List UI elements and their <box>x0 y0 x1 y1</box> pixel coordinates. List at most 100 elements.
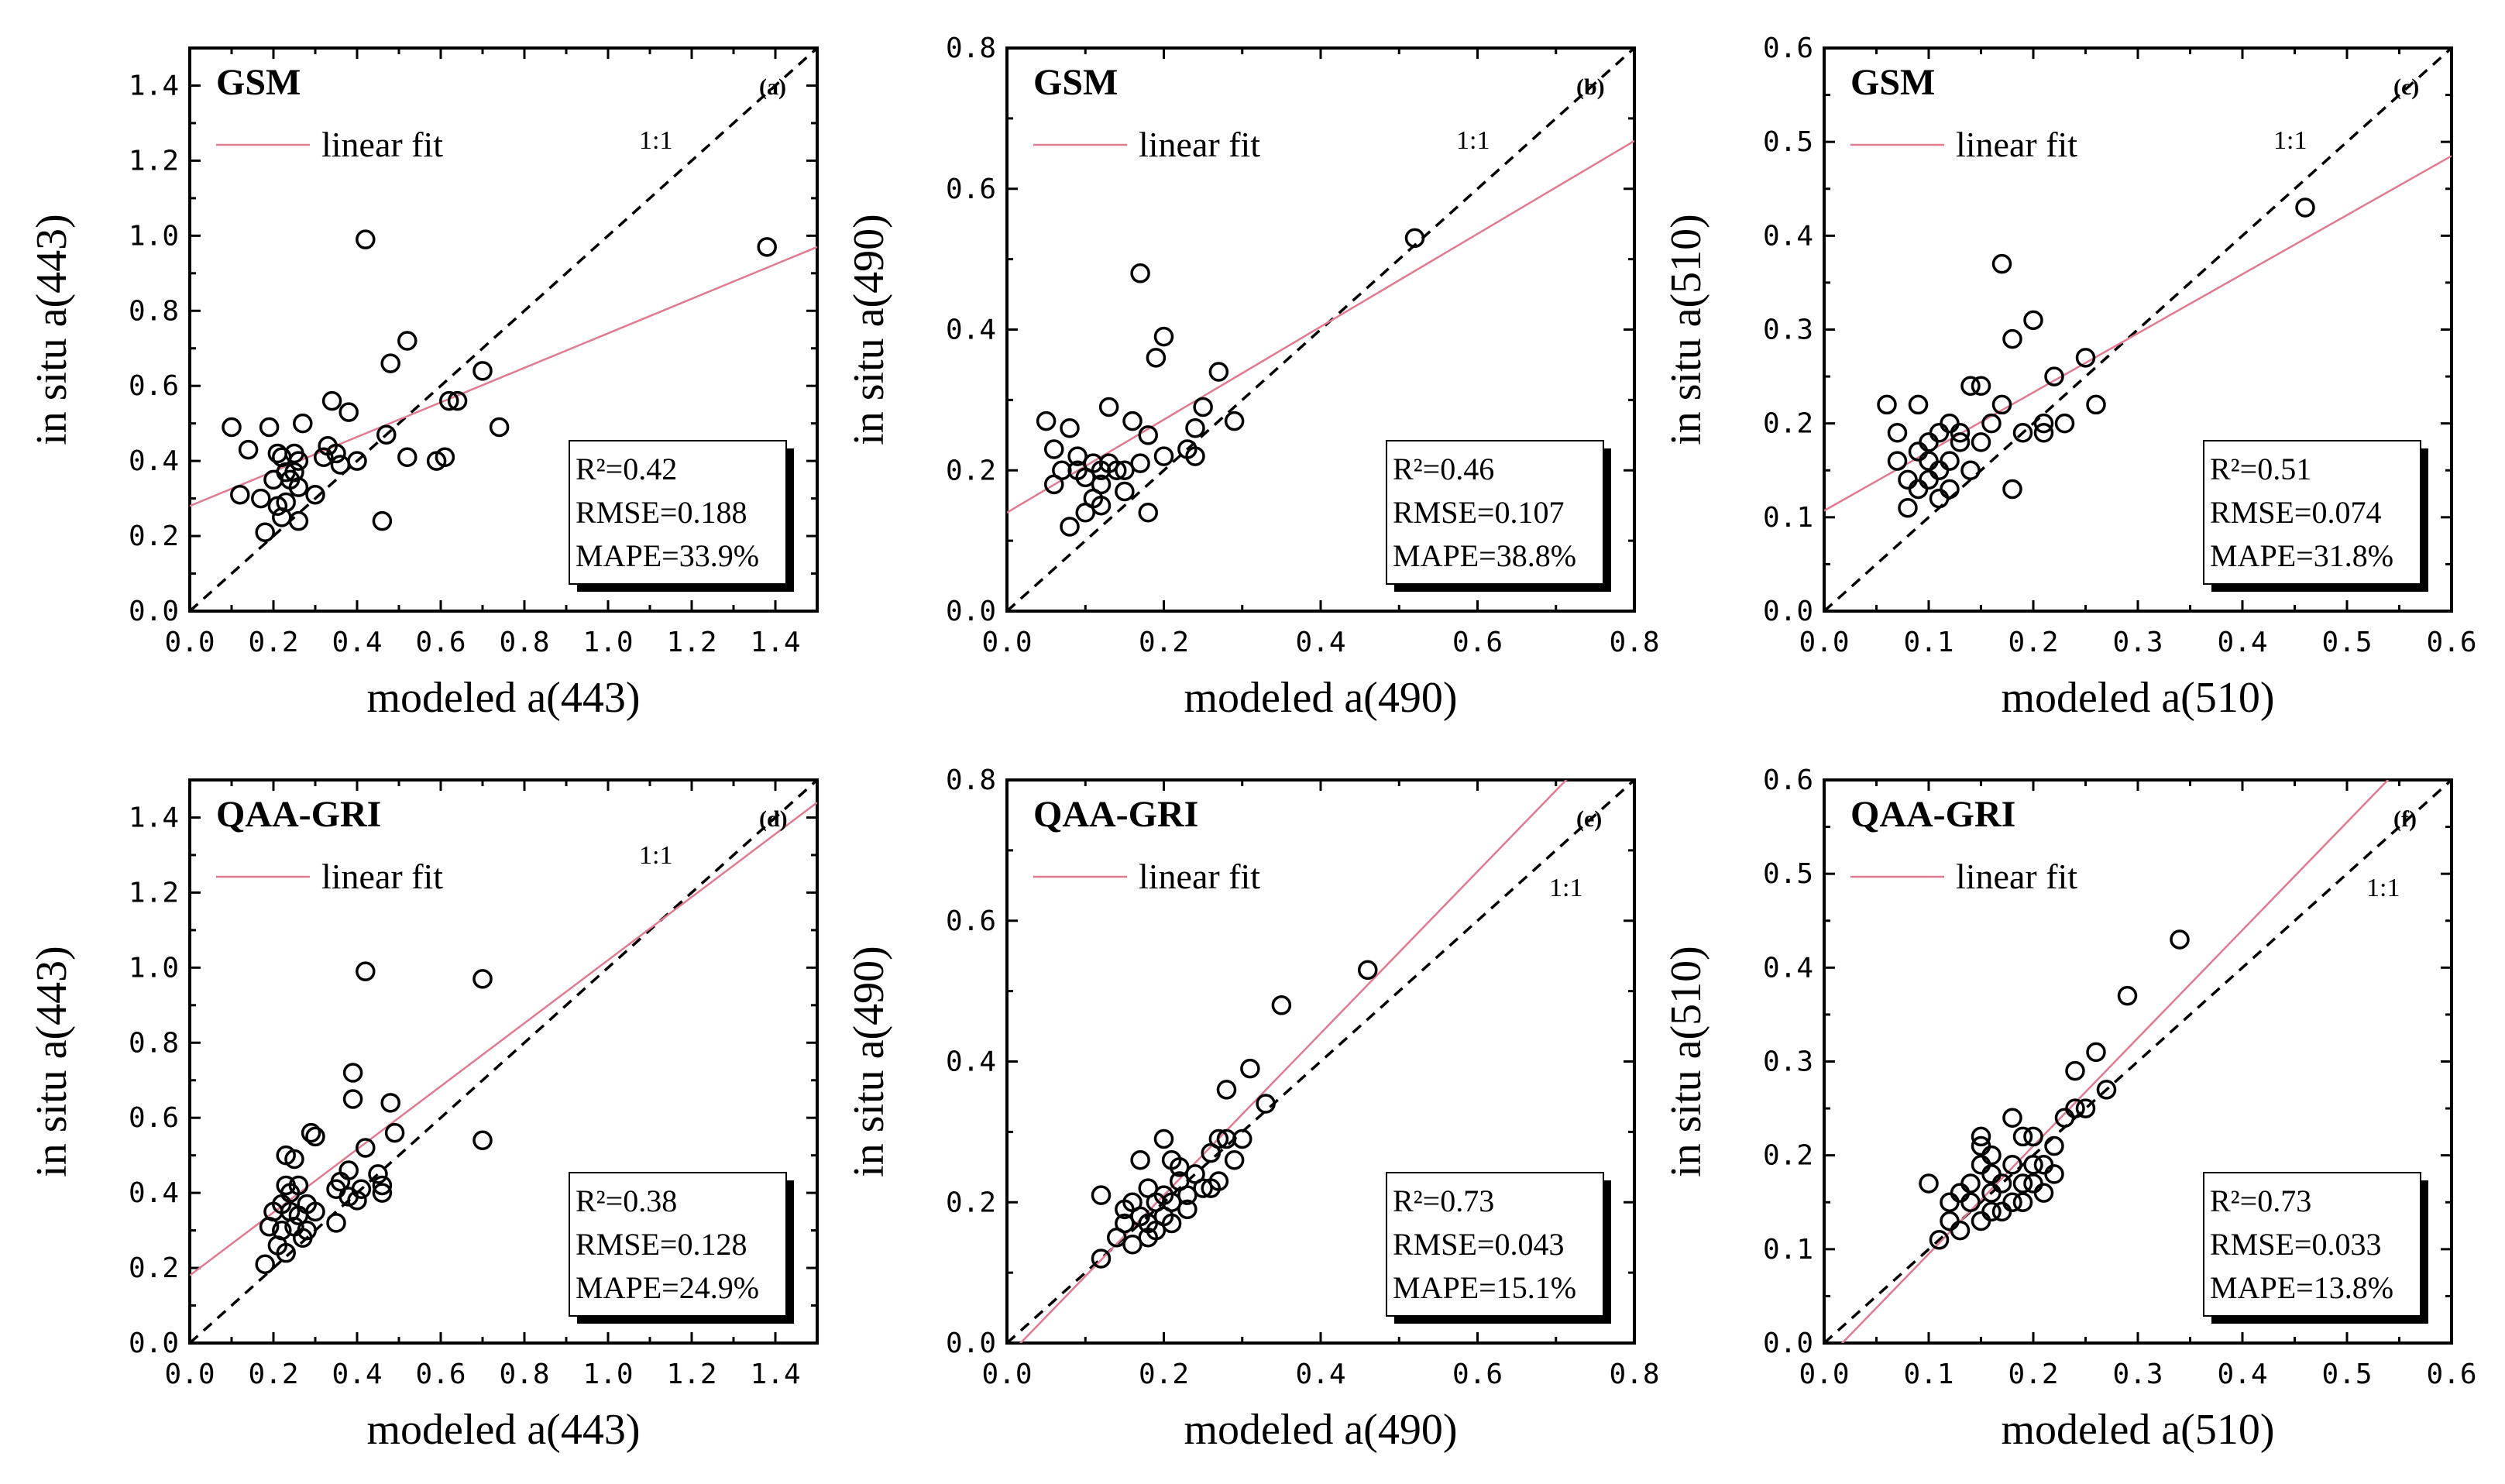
data-point <box>384 1122 405 1143</box>
x-tick-label: 0.2 <box>1139 627 1189 658</box>
panel-title: QAA-GRI <box>1033 794 1198 835</box>
x-tick-label: 1.4 <box>750 1359 800 1390</box>
data-point <box>1185 446 1205 466</box>
data-point <box>1193 397 1213 417</box>
data-point <box>2065 1060 2085 1081</box>
data-point <box>1271 995 1292 1015</box>
data-points <box>1036 228 1425 537</box>
data-point <box>2295 198 2315 218</box>
one-to-one-label: 1:1 <box>2366 874 2400 902</box>
data-point <box>1256 1094 1276 1114</box>
panel-tag: (d) <box>759 806 788 832</box>
y-tick-label: 0.1 <box>1763 1234 1813 1266</box>
data-point <box>347 1190 367 1211</box>
y-axis-label: in situ a(490) <box>845 214 893 445</box>
legend-label: linear fit <box>1956 857 2077 896</box>
stat-r2: R²=0.73 <box>2210 1183 2311 1218</box>
x-tick-label: 1.0 <box>582 627 633 658</box>
y-axis-label: in situ a(443) <box>28 214 76 445</box>
data-point <box>1908 479 1929 500</box>
y-tick-label: 0.0 <box>946 596 996 627</box>
x-axis-label: modeled a(490) <box>1184 1406 1458 1454</box>
legend-label: linear fit <box>321 857 443 896</box>
x-tick-label: 0.0 <box>981 627 1032 658</box>
data-point <box>222 417 242 438</box>
linear-fit-line <box>1840 780 2390 1343</box>
data-point <box>1115 460 1135 480</box>
plot-lines <box>1824 780 2452 1343</box>
x-axis-label: modeled a(443) <box>367 674 641 722</box>
one-to-one-line <box>190 48 817 611</box>
data-point <box>439 390 459 411</box>
data-point <box>1940 451 1960 471</box>
panel-title: QAA-GRI <box>216 794 381 835</box>
data-point <box>1138 425 1158 445</box>
data-point <box>1991 394 2012 415</box>
y-tick-label: 0.2 <box>946 1187 996 1218</box>
data-point <box>397 331 418 351</box>
data-point <box>2044 1164 2064 1184</box>
y-tick-label: 0.1 <box>1763 502 1813 534</box>
y-tick-label: 0.6 <box>1763 33 1813 64</box>
x-tick-label: 0.2 <box>1139 1359 1189 1390</box>
y-tick-label: 0.5 <box>1763 858 1813 890</box>
data-point <box>1971 1155 1991 1175</box>
x-tick-label: 1.2 <box>666 627 716 658</box>
data-point <box>1153 1128 1174 1149</box>
data-point <box>1991 1201 2012 1222</box>
data-point <box>2033 1155 2054 1175</box>
panel-d: 0.0 0.2 0.4 0.6 0.8 1.0 1.2 1.4 0.0 0.2 0.4 0.6 0.8 1… <box>28 778 819 1454</box>
y-axis-label: in situ a(510) <box>1662 214 1710 445</box>
x-tick-label: 0.0 <box>1799 627 1849 658</box>
data-point <box>380 353 400 373</box>
stats-box <box>2203 1172 2421 1317</box>
y-tick-label: 0.5 <box>1763 126 1813 158</box>
y-tick-label: 0.6 <box>1763 764 1813 796</box>
x-tick-label: 0.5 <box>2321 627 2372 658</box>
data-point <box>2075 348 2096 368</box>
y-tick-label: 0.6 <box>946 173 996 205</box>
data-point <box>1091 474 1112 495</box>
data-point <box>342 1089 363 1109</box>
data-point <box>1130 1149 1150 1170</box>
data-point <box>2054 1108 2075 1128</box>
one-to-one-label: 1:1 <box>1549 874 1582 902</box>
data-point <box>372 510 393 531</box>
data-point <box>1153 446 1174 466</box>
x-tick-label: 0.8 <box>1609 627 1659 658</box>
data-point <box>2012 1192 2033 1212</box>
data-point <box>284 1149 304 1170</box>
data-point <box>376 424 397 445</box>
panel-c: 0.0 0.1 0.2 0.3 0.4 0.5 0.6 0.0 0.1 0.2 0.3 0.4 0.5 0… <box>1662 33 2477 722</box>
y-tick-label: 0.8 <box>129 295 179 327</box>
x-tick-label: 0.6 <box>2426 1359 2476 1390</box>
x-tick-label: 0.0 <box>1799 1359 1849 1390</box>
data-point <box>1115 481 1135 502</box>
data-point <box>372 1175 393 1196</box>
x-tick-label: 0.4 <box>2217 627 2267 658</box>
data-point <box>1208 362 1229 382</box>
data-point <box>305 485 325 505</box>
data-point <box>397 447 418 468</box>
stat-mape: MAPE=38.8% <box>1393 538 1576 573</box>
data-point <box>1122 411 1143 431</box>
data-point <box>356 229 376 249</box>
stats-box <box>2203 440 2421 585</box>
one-to-one-line <box>1007 48 1634 611</box>
y-tick-label: 0.8 <box>946 33 996 64</box>
data-point <box>351 1179 372 1200</box>
data-point <box>2086 1042 2106 1063</box>
data-point <box>1216 1080 1237 1100</box>
data-point <box>1146 348 1167 368</box>
data-point <box>2044 366 2064 386</box>
data-point <box>342 1063 363 1083</box>
stats-box <box>1386 440 1604 585</box>
data-point <box>1929 1229 1950 1250</box>
x-tick-label: 0.0 <box>164 627 215 658</box>
data-points <box>1919 929 2190 1250</box>
data-points <box>1091 960 1378 1269</box>
panel-tag: (c) <box>2393 74 2419 100</box>
stats-box <box>1386 1172 1604 1317</box>
x-tick-label: 0.0 <box>164 1359 215 1390</box>
